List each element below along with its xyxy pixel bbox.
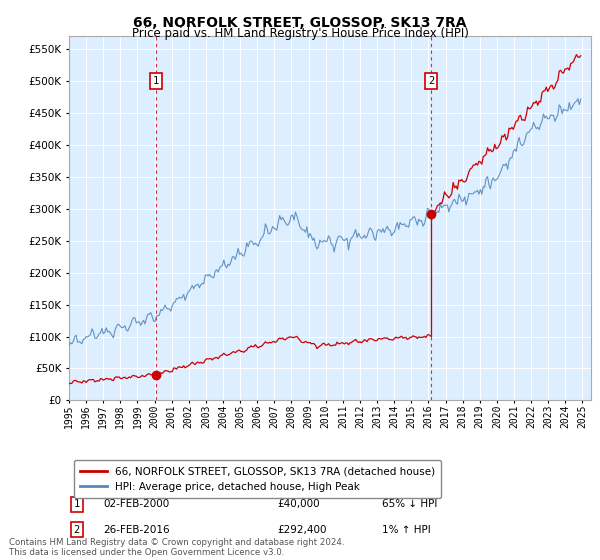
Text: 1: 1: [74, 499, 80, 509]
Legend: 66, NORFOLK STREET, GLOSSOP, SK13 7RA (detached house), HPI: Average price, deta: 66, NORFOLK STREET, GLOSSOP, SK13 7RA (d…: [74, 460, 441, 498]
Text: 66, NORFOLK STREET, GLOSSOP, SK13 7RA: 66, NORFOLK STREET, GLOSSOP, SK13 7RA: [133, 16, 467, 30]
Text: 65% ↓ HPI: 65% ↓ HPI: [382, 499, 437, 509]
Text: £40,000: £40,000: [278, 499, 320, 509]
Text: Price paid vs. HM Land Registry's House Price Index (HPI): Price paid vs. HM Land Registry's House …: [131, 27, 469, 40]
Text: 26-FEB-2016: 26-FEB-2016: [103, 525, 170, 535]
Text: 1% ↑ HPI: 1% ↑ HPI: [382, 525, 431, 535]
Text: £292,400: £292,400: [278, 525, 328, 535]
Text: 1: 1: [153, 76, 159, 86]
Text: Contains HM Land Registry data © Crown copyright and database right 2024.
This d: Contains HM Land Registry data © Crown c…: [9, 538, 344, 557]
Text: 2: 2: [74, 525, 80, 535]
Text: 2: 2: [428, 76, 434, 86]
Text: 02-FEB-2000: 02-FEB-2000: [103, 499, 169, 509]
